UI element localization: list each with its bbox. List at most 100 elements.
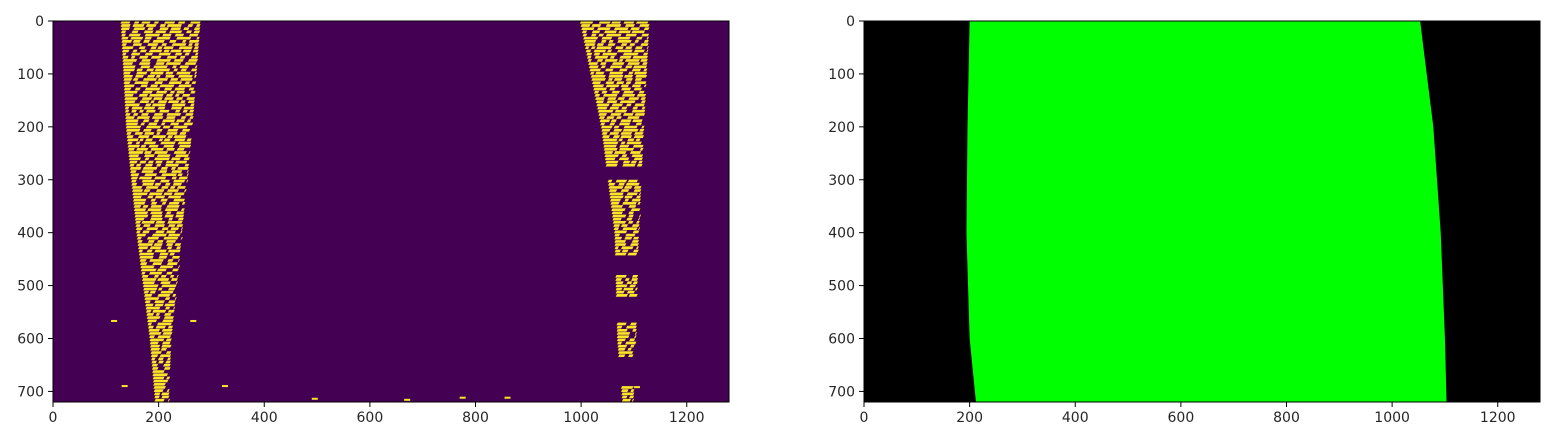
- lane-pixel: [628, 294, 638, 297]
- lane-pixel: [124, 109, 130, 113]
- lane-pixel: [612, 135, 620, 138]
- lane-pixel: [643, 68, 648, 72]
- lane-pixel: [177, 167, 189, 170]
- axes-frame: [863, 20, 1541, 403]
- x-tick-label: 200: [956, 410, 983, 426]
- lane-pixel: [130, 170, 137, 173]
- lane-pixel: [580, 24, 591, 27]
- lane-pixel: [590, 46, 596, 50]
- lane-pixel: [160, 122, 166, 126]
- lane-pixel: [630, 344, 635, 348]
- y-tick-label: 0: [35, 14, 44, 30]
- lane-pixel: [133, 27, 146, 30]
- lane-pixel: [143, 151, 153, 154]
- lane-pixel: [636, 36, 643, 40]
- lane-pixel: [125, 116, 135, 119]
- lane-pixel: [622, 113, 634, 116]
- lane-pixel: [589, 68, 602, 72]
- lane-pixel: [622, 227, 638, 231]
- lane-pixel: [601, 128, 611, 132]
- lane-pixel: [601, 132, 608, 135]
- lane-pixel: [182, 109, 188, 113]
- lane-pixel: [186, 173, 189, 177]
- lane-pixel: [140, 265, 155, 269]
- lane-pixel: [160, 348, 168, 351]
- lane-pixel: [136, 148, 149, 151]
- lane-pixel: [180, 116, 187, 119]
- lane-pixel: [161, 284, 177, 288]
- lane-pixel: [603, 148, 618, 151]
- lane-pixel: [639, 128, 645, 132]
- lane-pixel: [174, 160, 188, 164]
- lane-pixel: [155, 230, 165, 234]
- lane-pixel: [132, 195, 142, 199]
- lane-pixel: [311, 397, 318, 400]
- lane-pixel: [180, 68, 188, 72]
- lane-pixel: [167, 100, 180, 104]
- lane-pixel: [623, 287, 634, 291]
- lane-pixel: [154, 300, 165, 304]
- lane-pixel: [164, 208, 179, 211]
- lane-pixel: [145, 103, 152, 107]
- lane-pixel: [169, 186, 176, 189]
- lane-pixel: [155, 62, 165, 65]
- lane-pixel: [160, 141, 176, 145]
- lane-pixel: [140, 84, 148, 88]
- lane-pixel: [169, 275, 175, 278]
- lane-pixel: [139, 255, 154, 259]
- lane-pixel: [186, 30, 193, 34]
- lane-pixel: [156, 128, 163, 132]
- lane-pixel: [632, 236, 640, 240]
- lane-pixel: [620, 84, 630, 88]
- lane-pixel: [633, 135, 645, 138]
- lane-pixel: [621, 398, 632, 402]
- lane-pixel: [166, 246, 173, 250]
- lane-pixel: [184, 81, 191, 84]
- lane-pixel: [167, 398, 171, 402]
- lane-pixel: [196, 36, 200, 40]
- lane-pixel: [161, 392, 170, 396]
- lane-pixel: [634, 113, 646, 116]
- lane-pixel: [163, 192, 173, 196]
- lane-pixel: [167, 309, 175, 313]
- lane-pixel: [121, 43, 127, 46]
- lane-pixel: [133, 201, 146, 205]
- lane-pixel: [170, 227, 180, 231]
- lane-pixel: [617, 97, 626, 100]
- lane-pixel: [147, 27, 154, 30]
- lane-pixel: [613, 27, 629, 30]
- lane-pixel: [593, 87, 607, 91]
- y-tick-label: 200: [17, 120, 44, 136]
- lane-pixel: [150, 148, 164, 151]
- lane-pixel: [120, 24, 131, 27]
- lane-pixel: [120, 27, 131, 30]
- lane-pixel: [600, 65, 606, 69]
- y-tick-label: 700: [17, 384, 44, 400]
- lane-pixel: [168, 217, 173, 221]
- lane-pixel: [139, 138, 144, 142]
- lane-pixel: [137, 243, 154, 246]
- lane-pixel: [155, 160, 163, 164]
- lane-pixel: [151, 214, 163, 218]
- lane-pixel: [600, 40, 607, 43]
- lane-pixel: [591, 78, 606, 81]
- lane-pixel: [161, 173, 178, 177]
- lane-pixel: [167, 195, 182, 199]
- lane-pixel: [633, 71, 648, 75]
- lane-pixel: [143, 287, 158, 291]
- lane-pixel: [607, 97, 617, 100]
- lane-pixel: [130, 176, 139, 180]
- lane-pixel: [157, 78, 169, 81]
- lane-pixel: [135, 141, 141, 145]
- lane-pixel: [149, 217, 163, 221]
- lane-pixel: [596, 43, 605, 46]
- lane-area-fill: [966, 21, 1447, 402]
- lane-pixel: [602, 135, 611, 138]
- lane-pixel: [163, 236, 179, 240]
- lane-pixel: [605, 68, 614, 72]
- lane-pixel: [619, 100, 636, 104]
- lane-pixel: [174, 243, 182, 246]
- lane-pixel: [173, 135, 187, 138]
- lane-pixel: [169, 30, 183, 34]
- lane-pixel: [144, 33, 161, 37]
